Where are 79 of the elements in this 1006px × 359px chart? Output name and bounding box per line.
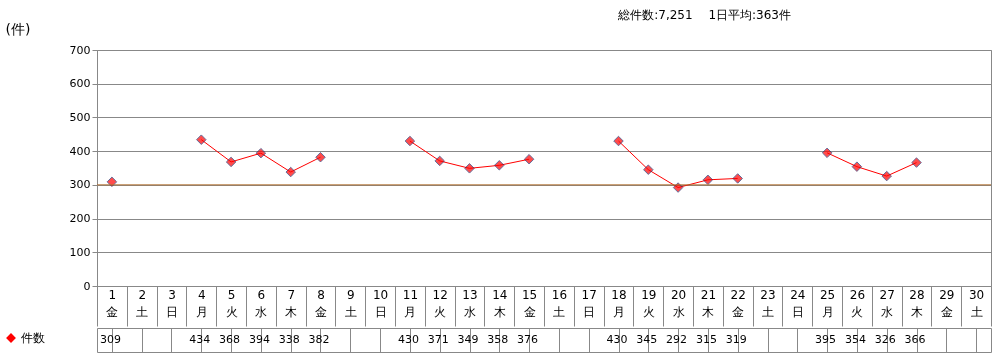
x-tick-label: 19 火 (641, 287, 657, 319)
x-tick-label: 12 火 (432, 287, 448, 319)
data-label: 376 (517, 333, 539, 346)
x-tick-label: 18 月 (611, 287, 627, 319)
y-tick-label: 600 (69, 77, 91, 91)
x-tick-label: 26 火 (849, 287, 866, 319)
data-label: 349 (457, 333, 479, 346)
x-tick-label: 13 水 (462, 287, 478, 319)
data-label: 371 (427, 333, 449, 346)
x-tick-label: 25 月 (819, 287, 836, 319)
point (702, 174, 714, 186)
point (881, 170, 892, 182)
x-tick-label: 20 水 (670, 287, 687, 319)
point (911, 157, 922, 168)
y-axis-title: (件) (5, 20, 31, 37)
y-tick-label: 400 (69, 144, 91, 158)
data-label: 434 (189, 333, 211, 346)
y-tick-label: 100 (69, 245, 91, 259)
point (494, 160, 505, 171)
data-label: 394 (248, 333, 270, 346)
x-tick-label: 6 水 (255, 287, 268, 319)
x-tick-label: 11 月 (402, 287, 419, 319)
x-tick-label: 17 日 (581, 287, 597, 319)
x-tick-label: 27 水 (879, 287, 895, 319)
point (404, 135, 416, 147)
data-label: 319 (725, 333, 747, 346)
x-tick-label: 3 日 (166, 287, 178, 319)
x-tick-label: 8 金 (315, 287, 327, 319)
x-tick-label: 14 木 (492, 287, 508, 319)
data-label: 315 (695, 333, 717, 346)
y-tick-label: 700 (69, 43, 91, 57)
data-label: 366 (904, 333, 926, 346)
x-tick-label: 4 月 (195, 287, 208, 319)
point (434, 155, 445, 167)
data-label: 430 (397, 333, 419, 346)
point (821, 147, 833, 159)
legend-label: 件数 (21, 331, 45, 345)
data-label: 309 (99, 333, 121, 346)
x-tick-label: 2 土 (136, 287, 149, 319)
x-tick-label: 15 金 (521, 287, 538, 319)
point (285, 166, 296, 178)
data-label: 345 (636, 333, 658, 346)
data-label: 430 (606, 333, 628, 346)
data-label: 368 (219, 333, 241, 346)
x-tick-label: 29 金 (939, 287, 955, 319)
x-tick-label: 9 土 (344, 287, 357, 319)
point (851, 161, 863, 172)
data-label: 292 (666, 333, 688, 346)
x-tick-label: 24 日 (790, 287, 806, 319)
data-label: 354 (844, 333, 866, 346)
point (225, 156, 237, 168)
point (315, 151, 326, 163)
x-tick-label: 16 土 (551, 287, 568, 319)
data-label: 338 (278, 333, 300, 346)
x-tick-label: 30 土 (968, 287, 985, 319)
data-label: 395 (815, 333, 837, 346)
point (255, 147, 267, 159)
y-tick-label: 500 (69, 110, 91, 124)
point (464, 163, 475, 174)
x-tick-label: 7 木 (285, 287, 298, 319)
y-tick-label: 200 (69, 212, 91, 226)
y-tick-label: 0 (83, 279, 91, 293)
data-label: 382 (308, 333, 330, 346)
point (643, 164, 654, 175)
x-tick-label: 10 日 (372, 287, 389, 319)
data-label: 326 (874, 333, 896, 346)
x-tick-label: 23 土 (760, 287, 776, 319)
y-tick-label: 300 (69, 178, 91, 192)
point (613, 135, 624, 147)
chart-title: 総件数:7,251 1日平均:363件 (617, 7, 791, 22)
x-tick-label: 21 木 (700, 287, 717, 319)
point (196, 134, 207, 145)
point (523, 153, 535, 165)
point (732, 173, 743, 184)
data-label: 358 (487, 333, 509, 346)
x-tick-label: 22 金 (730, 287, 746, 319)
x-tick-label: 5 火 (225, 287, 238, 319)
x-tick-label: 28 木 (909, 287, 925, 319)
x-tick-label: 1 金 (106, 287, 119, 319)
